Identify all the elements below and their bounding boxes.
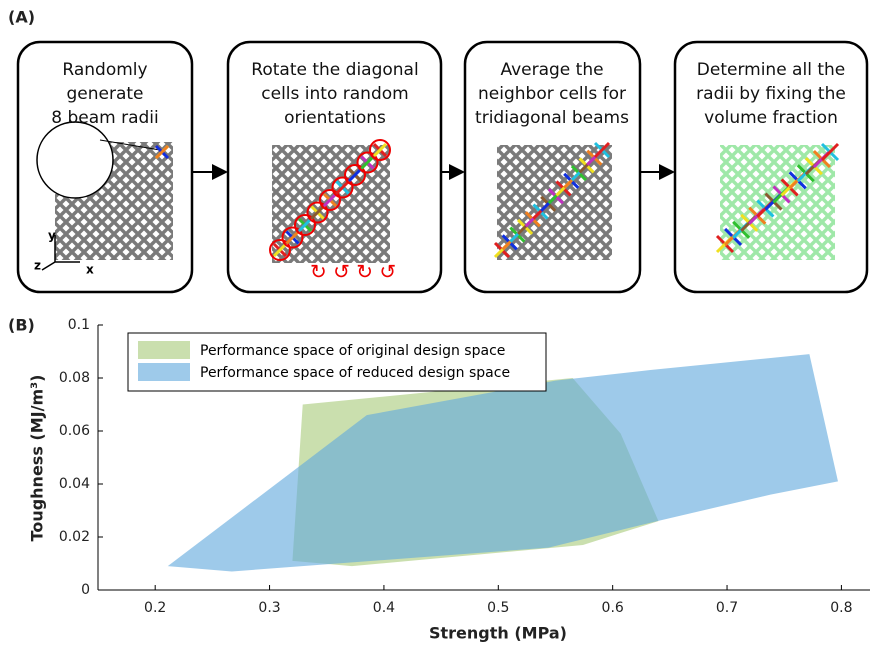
y-axis-label: Toughness (MJ/m³) [28, 375, 47, 542]
rotation-circle [356, 151, 379, 174]
beam [593, 141, 611, 159]
beam [310, 205, 325, 220]
beam [297, 217, 313, 233]
y-tick-label: 0.02 [59, 529, 90, 545]
step-text: Determine all the [697, 60, 845, 80]
axes-icon [41, 235, 80, 271]
rotation-circle [369, 139, 391, 161]
rotation-circle [269, 239, 291, 261]
beam [322, 192, 338, 208]
axis-letter: y [48, 229, 56, 243]
rotation-icons: ↻ ↺ ↻ ↺ [310, 260, 396, 284]
beam [360, 155, 375, 170]
step-box [16, 40, 194, 294]
x-axis-label: Strength (MPa) [429, 624, 567, 643]
beam [272, 242, 288, 258]
beam [347, 167, 363, 183]
legend-label: Performance space of original design spa… [200, 343, 505, 359]
x-tick-label: 0.8 [830, 600, 852, 616]
legend-swatch [138, 341, 190, 359]
beam [820, 142, 840, 162]
rotation-circle [319, 189, 341, 211]
step-text: volume fraction [704, 108, 838, 128]
step-text: 8 beam radii [51, 108, 159, 128]
panel-label: (A) [8, 8, 35, 27]
rotation-circle [331, 176, 354, 199]
step-box [673, 40, 869, 294]
axis-letter: x [86, 263, 94, 277]
beam [335, 180, 350, 195]
x-tick-label: 0.5 [487, 600, 509, 616]
y-tick-label: 0.06 [59, 423, 90, 439]
step-text: cells into random [261, 84, 408, 104]
step-text: tridiagonal beams [475, 108, 629, 128]
x-tick-label: 0.2 [144, 600, 166, 616]
x-tick-label: 0.4 [373, 600, 395, 616]
chart: (B) Strength (MPa) Toughness (MJ/m³) 0.2… [8, 316, 870, 643]
rotation-circle [306, 201, 329, 224]
beam [285, 230, 300, 245]
y-tick-label: 0.08 [59, 370, 90, 386]
step-text: orientations [284, 108, 386, 128]
zoom-circle [36, 121, 114, 199]
y-tick-label: 0.1 [68, 317, 90, 333]
step-text: Randomly [62, 60, 147, 80]
x-tick-label: 0.6 [602, 600, 624, 616]
step-text: Average the [500, 60, 603, 80]
legend-label: Performance space of reduced design spac… [200, 365, 510, 381]
step-text: Rotate the diagonal [251, 60, 418, 80]
beam [372, 142, 388, 158]
y-tick-label: 0 [81, 582, 90, 598]
beam [154, 144, 170, 160]
rotation-circle [281, 226, 304, 249]
axis-letter: z [34, 259, 41, 273]
zoom-line [99, 139, 161, 151]
step-box [226, 40, 443, 294]
step-text: generate [66, 84, 143, 104]
step-box [463, 40, 642, 294]
y-tick-label: 0.04 [59, 476, 90, 492]
x-tick-label: 0.3 [258, 600, 280, 616]
rotation-circle [294, 214, 316, 236]
panel-label: (B) [8, 316, 35, 335]
legend-box [127, 332, 547, 392]
rotation-circle [344, 164, 366, 186]
steps: ↻ ↺ ↻ ↺ Randomly generate 8 beam radii y z x R… [16, 40, 869, 294]
x-tick-label: 0.7 [716, 600, 738, 616]
legend-swatch [138, 363, 190, 381]
step-text: neighbor cells for [478, 84, 626, 104]
step-text: radii by fixing the [696, 84, 846, 104]
lattice [497, 145, 612, 260]
region [167, 354, 838, 572]
